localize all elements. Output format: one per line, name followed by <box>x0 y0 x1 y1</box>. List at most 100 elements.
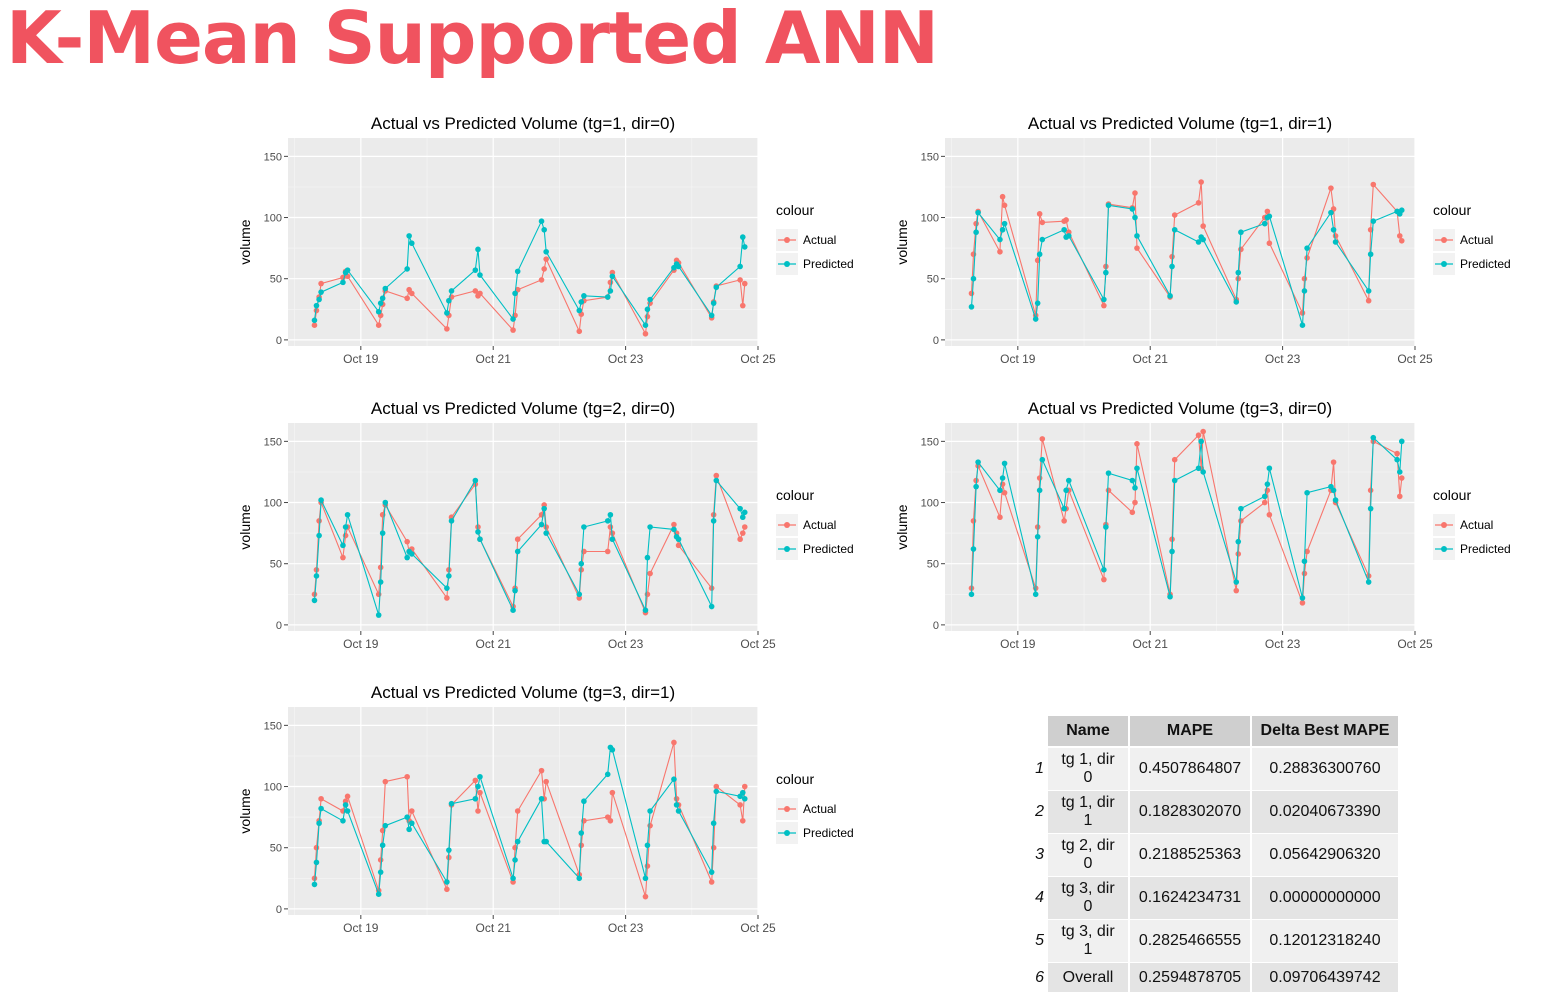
row-number: 4 <box>1030 876 1047 920</box>
data-point-predicted <box>316 820 322 827</box>
y-tick-label: 100 <box>921 498 939 510</box>
data-point-predicted <box>1238 229 1244 236</box>
data-point-predicted <box>975 209 981 216</box>
data-point-actual <box>1266 511 1273 518</box>
data-point-actual <box>1129 509 1136 516</box>
data-point-predicted <box>472 267 479 273</box>
legend: colour Actual Predicted <box>776 487 854 560</box>
data-point-predicted <box>543 248 549 255</box>
chart-svg: Actual vs Predicted Volume (tg=1, dir=1)… <box>894 114 1511 366</box>
series-predicted <box>311 218 748 328</box>
legend: colour Actual Predicted <box>1433 487 1511 560</box>
data-point-predicted <box>541 226 547 233</box>
data-point-predicted <box>1264 481 1271 487</box>
data-point-predicted <box>1233 299 1240 305</box>
data-point-predicted <box>512 587 518 594</box>
x-tick-label: Oct 21 <box>1133 637 1169 651</box>
data-point-actual <box>737 277 743 283</box>
legend-label-predicted: Predicted <box>803 257 854 271</box>
data-point-actual <box>404 773 410 780</box>
data-point-predicted <box>475 246 481 253</box>
data-point-predicted <box>1370 434 1377 441</box>
data-point-actual <box>1001 202 1008 209</box>
data-point-predicted <box>377 579 384 585</box>
data-point-predicted <box>404 554 410 561</box>
x-tick-label: Oct 19 <box>343 352 379 366</box>
table-row: 4 tg 3, dir 0 0.1624234731 0.00000000000 <box>1030 876 1398 920</box>
data-point-predicted <box>607 511 614 518</box>
data-point-actual <box>1396 493 1403 500</box>
data-point-predicted <box>1365 288 1372 294</box>
data-point-predicted <box>477 536 483 543</box>
chart-title: Actual vs Predicted Volume (tg=2, dir=0) <box>371 399 675 418</box>
data-point-predicted <box>514 548 521 555</box>
data-point-predicted <box>1330 487 1337 494</box>
data-point-predicted <box>578 299 585 305</box>
data-point-predicted <box>318 805 324 812</box>
row-number: 6 <box>1030 962 1047 993</box>
column-header-delta-best-mape: Delta Best MAPE <box>1250 716 1398 748</box>
data-point-predicted <box>1032 316 1039 322</box>
legend-label-actual: Actual <box>1460 233 1493 247</box>
data-point-predicted <box>1235 538 1242 545</box>
data-point-predicted <box>581 524 587 530</box>
data-point-predicted <box>382 285 389 292</box>
data-point-predicted <box>1304 245 1310 251</box>
data-point-predicted <box>446 297 452 304</box>
x-tick-label: Oct 19 <box>1000 352 1036 366</box>
row-number-header <box>1030 716 1047 747</box>
data-point-predicted <box>472 795 479 802</box>
y-tick-label: 0 <box>933 335 939 347</box>
data-point-predicted <box>316 532 322 539</box>
mape-results-table: Name MAPE Delta Best MAPE 1 tg 1, dir 0 … <box>1030 716 1398 993</box>
data-point-predicted <box>1034 300 1041 306</box>
data-point-predicted <box>1233 579 1240 585</box>
chart-tg1-dir1: Actual vs Predicted Volume (tg=1, dir=1)… <box>887 108 1537 370</box>
data-point-predicted <box>1103 269 1109 276</box>
table-header-row: Name MAPE Delta Best MAPE <box>1030 716 1398 748</box>
data-point-predicted <box>997 487 1003 494</box>
gridlines <box>288 707 759 915</box>
data-point-actual <box>538 767 545 774</box>
data-point-predicted <box>1332 239 1339 245</box>
table-row: 5 tg 3, dir 1 0.2825466555 0.12012318240 <box>1030 919 1398 963</box>
legend: colour Actual Predicted <box>1433 202 1511 275</box>
y-tick-label: 150 <box>264 720 282 732</box>
data-point-predicted <box>344 511 351 518</box>
data-point-predicted <box>973 229 979 236</box>
data-point-predicted <box>475 783 481 790</box>
data-point-actual <box>739 302 746 309</box>
data-point-predicted <box>581 798 587 805</box>
data-point-actual <box>1396 233 1403 239</box>
legend: colour Actual Predicted <box>776 202 854 275</box>
data-point-predicted <box>510 875 516 882</box>
data-point-actual <box>444 886 450 893</box>
y-tick-label: 100 <box>264 213 282 225</box>
data-point-actual <box>737 802 743 808</box>
y-tick-label: 50 <box>270 843 282 855</box>
data-point-actual <box>1398 475 1405 481</box>
data-point-predicted <box>375 612 382 618</box>
data-point-actual <box>313 307 320 314</box>
y-tick-label: 150 <box>921 436 939 448</box>
data-point-predicted <box>741 795 748 802</box>
cell-delta: 0.09706439742 <box>1250 962 1398 993</box>
data-point-predicted <box>673 802 680 808</box>
series-predicted <box>968 434 1405 601</box>
cell-name: tg 1, dir 1 <box>1046 790 1129 834</box>
data-point-predicted <box>1105 470 1112 476</box>
data-point-predicted <box>1171 477 1178 484</box>
series-predicted <box>311 744 748 897</box>
chart-tg3-dir1: Actual vs Predicted Volume (tg=3, dir=1)… <box>230 677 880 939</box>
data-point-actual <box>1101 576 1107 583</box>
series-predicted <box>311 477 748 618</box>
y-tick-label: 0 <box>276 620 282 632</box>
legend-label-actual: Actual <box>803 802 836 816</box>
chart-title: Actual vs Predicted Volume (tg=1, dir=1) <box>1028 114 1332 133</box>
row-number: 2 <box>1030 790 1047 834</box>
data-point-predicted <box>1365 579 1372 585</box>
data-point-predicted <box>1063 487 1069 494</box>
data-point-actual <box>1261 499 1268 506</box>
chart-tg3-dir0: Actual vs Predicted Volume (tg=3, dir=0)… <box>887 393 1537 655</box>
y-tick-label: 50 <box>270 274 282 286</box>
